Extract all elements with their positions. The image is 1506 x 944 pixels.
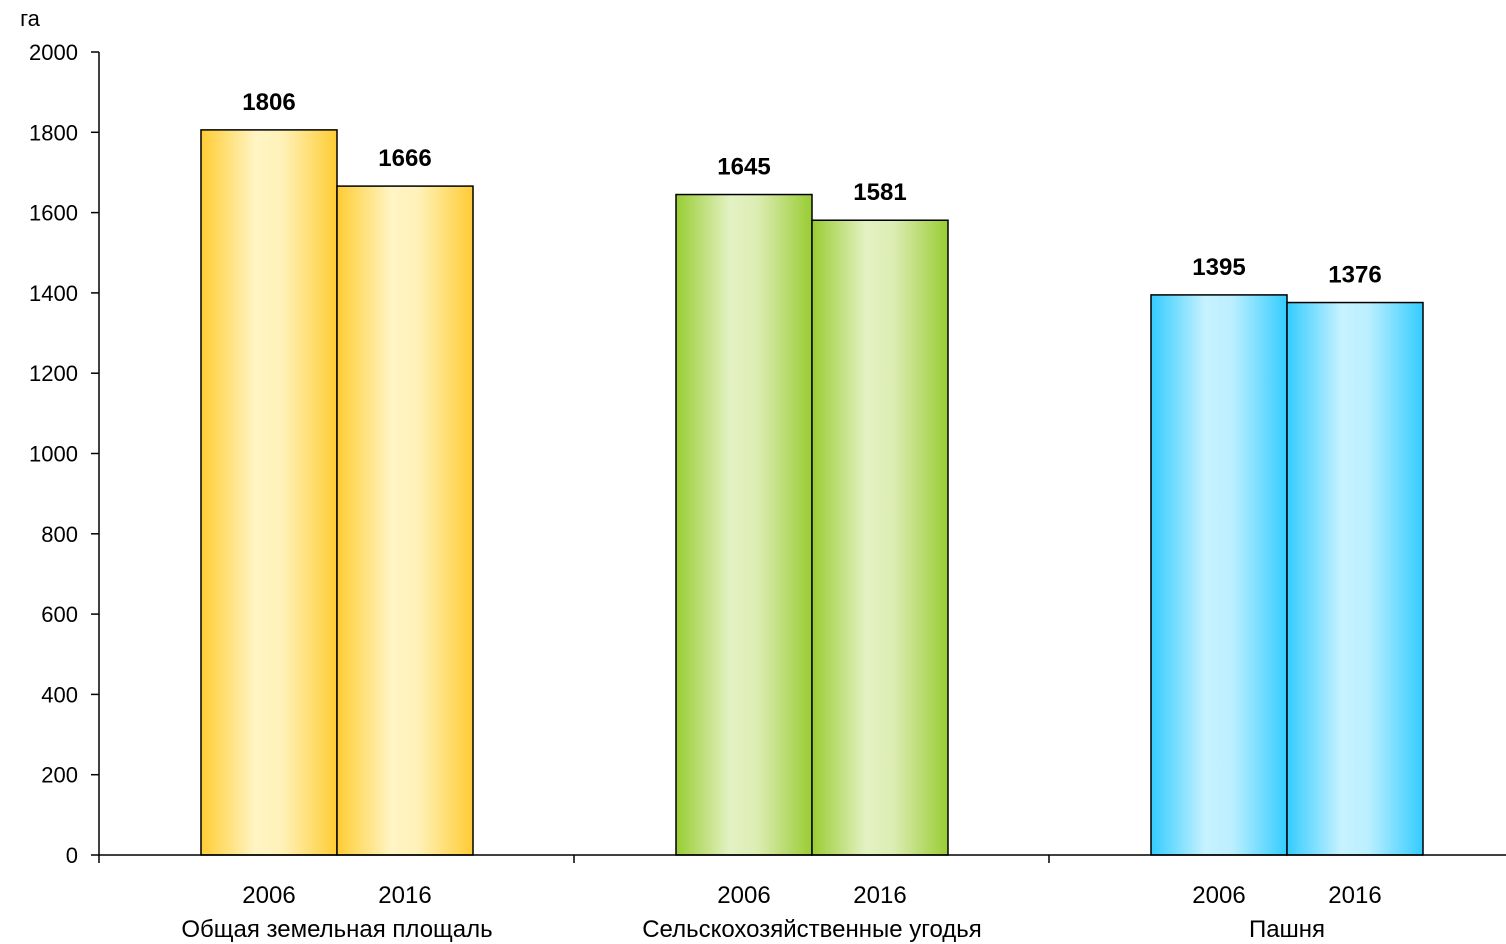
bar: [336, 185, 474, 856]
bar-value-label: 1581: [853, 179, 906, 206]
bar-value-label: 1666: [378, 145, 431, 172]
y-axis-unit-label: га: [20, 6, 41, 31]
y-tick-label: 2000: [29, 40, 78, 65]
x-year-label: 2006: [1192, 882, 1245, 909]
y-tick-label: 1600: [29, 201, 78, 226]
bar: [1286, 301, 1424, 856]
x-year-label: 2006: [717, 882, 770, 909]
y-tick-label: 1800: [29, 120, 78, 145]
bar: [811, 219, 949, 856]
bar: [675, 193, 813, 856]
y-axis-ticks: 0 200 400 600 800 1000 1200 1400 1600 1800 2000: [29, 40, 99, 868]
y-tick-label: 400: [41, 682, 78, 707]
bar-value-label: 1376: [1328, 262, 1381, 289]
x-category-label: Общая земельная площаль: [181, 916, 492, 943]
y-tick-label: 1200: [29, 361, 78, 386]
bar-value-label: 1806: [242, 89, 295, 116]
y-tick-label: 0: [66, 843, 78, 868]
x-year-label: 2016: [853, 882, 906, 909]
bar-value-label: 1395: [1192, 254, 1245, 281]
x-axis: 2006 2016 Общая земельная площаль 2006 2016 С…: [98, 854, 1506, 943]
bar: [200, 129, 338, 856]
y-tick-label: 1400: [29, 281, 78, 306]
x-year-label: 2006: [242, 882, 295, 909]
y-tick-label: 200: [41, 763, 78, 788]
x-category-label: Пашня: [1249, 916, 1325, 943]
x-year-label: 2016: [378, 882, 431, 909]
x-category-label: Сельскохозяйственные угодья: [642, 916, 982, 943]
y-tick-label: 1000: [29, 442, 78, 467]
bar: [1150, 294, 1288, 856]
y-tick-label: 600: [41, 602, 78, 627]
x-year-label: 2016: [1328, 882, 1381, 909]
bars-layer: 1806 1666 1645 1581 1395 1376: [200, 89, 1424, 856]
y-tick-label: 800: [41, 522, 78, 547]
bar-value-label: 1645: [717, 154, 770, 181]
